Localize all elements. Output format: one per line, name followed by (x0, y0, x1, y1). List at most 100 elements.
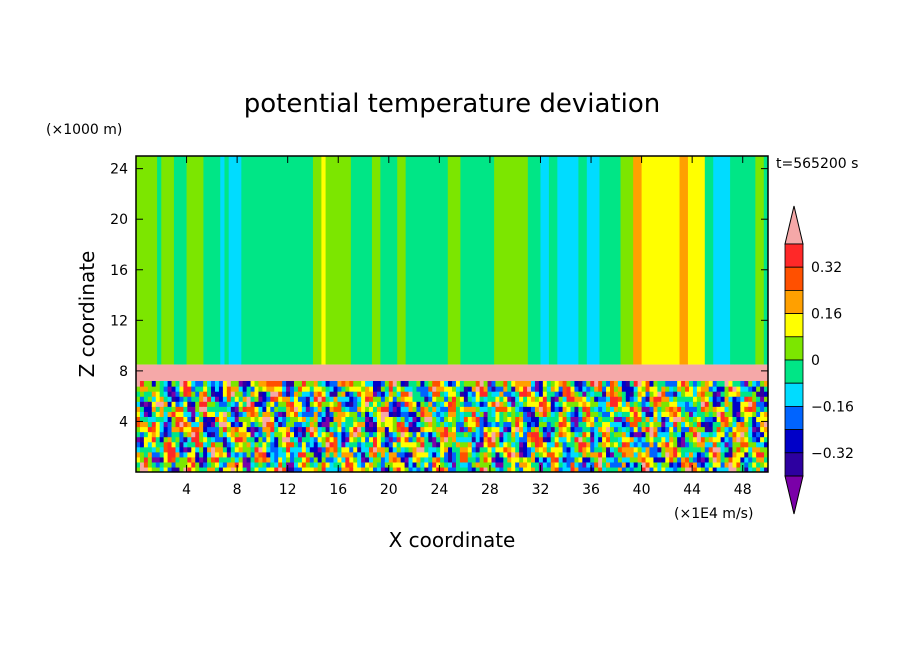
lower-layer-cell (400, 456, 406, 463)
lower-layer-cell (167, 401, 173, 407)
lower-layer-cell (234, 461, 240, 468)
lower-layer-cell (681, 406, 686, 412)
lower-layer-cell (199, 436, 204, 443)
lower-layer-cell (487, 406, 493, 412)
lower-layer-cell (234, 446, 240, 453)
lower-layer-cell (704, 380, 710, 387)
lower-layer-cell (760, 431, 765, 438)
lower-layer-cell (396, 380, 402, 387)
lower-layer-cell (373, 396, 378, 402)
lower-layer-cell (321, 426, 327, 433)
upper-layer-cell (569, 156, 575, 365)
lower-layer-cell (345, 396, 350, 402)
lower-layer-cell (266, 451, 271, 458)
lower-layer-cell (566, 466, 572, 472)
lower-layer-cell (760, 386, 765, 392)
upper-layer-cell (414, 156, 419, 365)
lower-layer-cell (578, 380, 583, 387)
lower-layer-cell (392, 446, 398, 453)
lower-layer-cell (744, 441, 749, 448)
lower-layer-cell (527, 396, 532, 402)
lower-layer-cell (724, 436, 730, 443)
lower-layer-cell (756, 401, 761, 407)
lower-layer-cell (523, 461, 528, 468)
lower-layer-cell (681, 396, 686, 402)
lower-layer-cell (207, 451, 212, 458)
lower-layer-cell (444, 401, 449, 407)
lower-layer-cell (657, 466, 662, 472)
lower-layer-cell (424, 446, 429, 453)
lower-layer-cell (195, 421, 200, 428)
lower-layer-cell (621, 416, 627, 423)
lower-layer-cell (436, 380, 441, 387)
lower-layer-cell (408, 466, 414, 472)
lower-layer-cell (254, 411, 260, 417)
lower-layer-cell (365, 436, 370, 443)
lower-layer-cell (384, 406, 390, 412)
lower-layer-cell (420, 401, 425, 407)
lower-layer-cell (590, 391, 595, 397)
lower-layer-cell (491, 436, 497, 443)
lower-layer-cell (617, 391, 623, 397)
lower-layer-cell (740, 406, 745, 412)
lower-layer-cell (282, 391, 287, 397)
lower-layer-cell (361, 396, 366, 402)
lower-layer-cell (736, 380, 741, 387)
lower-layer-cell (345, 401, 350, 407)
lower-layer-cell (570, 456, 576, 463)
lower-layer-cell (203, 461, 208, 468)
lower-layer-cell (313, 436, 319, 443)
lower-layer-cell (471, 380, 477, 387)
lower-layer-cell (463, 401, 469, 407)
lower-layer-cell (179, 426, 184, 433)
lower-layer-cell (171, 451, 177, 458)
lower-layer-cell (258, 426, 263, 433)
lower-layer-cell (629, 391, 635, 397)
lower-layer-cell (341, 380, 346, 387)
lower-layer-cell (380, 466, 386, 472)
lower-layer-cell (542, 431, 548, 438)
lower-layer-cell (147, 421, 153, 428)
lower-layer-cell (353, 416, 358, 423)
lower-layer-cell (621, 466, 627, 472)
lower-layer-cell (495, 426, 500, 433)
lower-layer-cell (546, 466, 552, 472)
lower-layer-cell (685, 386, 690, 392)
lower-layer-cell (700, 391, 706, 397)
lower-layer-cell (696, 421, 702, 428)
lower-layer-cell (712, 446, 718, 453)
lower-layer-cell (578, 436, 583, 443)
lower-layer-cell (728, 451, 734, 458)
lower-layer-cell (475, 431, 481, 438)
lower-layer-cell (531, 416, 536, 423)
lower-layer-cell (534, 431, 540, 438)
lower-layer-cell (301, 401, 307, 407)
lower-layer-cell (519, 391, 524, 397)
lower-layer-cell (211, 386, 216, 392)
lower-layer-cell (349, 386, 354, 392)
lower-layer-cell (373, 416, 378, 423)
lower-layer-cell (282, 396, 287, 402)
lower-layer-cell (621, 421, 627, 428)
lower-layer-cell (187, 436, 192, 443)
upper-layer-cell (603, 156, 609, 365)
lower-layer-cell (250, 401, 256, 407)
lower-layer-cell (574, 456, 579, 463)
lower-layer-cell (538, 396, 544, 402)
lower-layer-cell (218, 386, 224, 392)
lower-layer-cell (357, 446, 362, 453)
lower-layer-cell (764, 461, 768, 468)
lower-layer-cell (527, 401, 532, 407)
lower-layer-cell (392, 426, 398, 433)
lower-layer-cell (365, 416, 370, 423)
lower-layer-cell (440, 436, 445, 443)
lower-layer-cell (218, 461, 224, 468)
lower-layer-cell (760, 461, 765, 468)
lower-layer-cell (349, 380, 354, 387)
lower-layer-cell (562, 451, 568, 458)
lower-layer-cell (452, 406, 457, 412)
lower-layer-cell (357, 396, 362, 402)
lower-layer-cell (167, 431, 173, 438)
lower-layer-cell (432, 466, 437, 472)
lower-layer-cell (610, 441, 615, 448)
